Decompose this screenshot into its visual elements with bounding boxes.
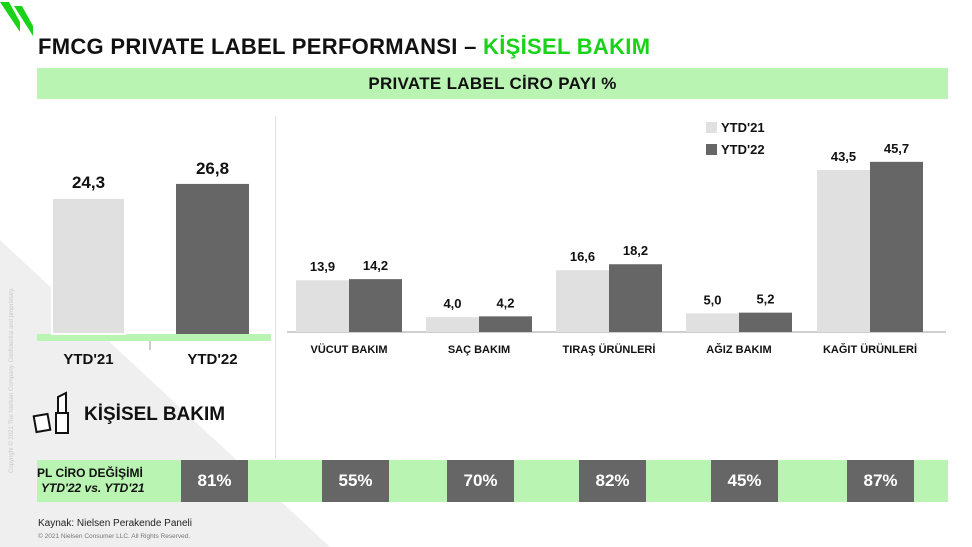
copyright-note: © 2021 Nielsen Consumer LLC. All Rights … xyxy=(38,533,191,540)
change-sublabel: YTD'22 vs. YTD'21 xyxy=(41,481,145,495)
category-value-label-3-1: 5,2 xyxy=(756,292,774,307)
page-title: FMCG PRIVATE LABEL PERFORMANSI – KİŞİSEL… xyxy=(38,34,650,60)
category-label: KİŞİSEL BAKIM xyxy=(84,404,226,425)
chart-divider xyxy=(275,116,276,458)
category-bar-2-1 xyxy=(609,264,662,332)
nielsen-logo xyxy=(0,2,33,36)
change-value-tiras: 82% xyxy=(579,460,646,502)
category-value-label-0-1: 14,2 xyxy=(363,258,388,273)
category-label-3: AĞIZ BAKIM xyxy=(706,343,771,356)
category-value-label-0-0: 13,9 xyxy=(310,259,335,274)
category-label-0: VÜCUT BAKIM xyxy=(311,343,388,356)
vertical-copyright: Copyright © 2021 The Nielsen Company. Co… xyxy=(9,287,15,473)
category-value-label-4-1: 45,7 xyxy=(884,141,909,156)
category-bar-4-1 xyxy=(870,161,923,332)
title-main: FMCG PRIVATE LABEL PERFORMANSI – xyxy=(38,34,484,59)
category-value-label-1-0: 4,0 xyxy=(443,296,461,311)
change-label: PL CİRO DEĞİŞİMİ xyxy=(37,466,143,480)
category-bar-3-1 xyxy=(739,312,792,332)
chart-banner: PRIVATE LABEL CİRO PAYI % xyxy=(37,68,948,99)
category-bar-1-0 xyxy=(426,317,479,332)
total-category-label-1: YTD'22 xyxy=(187,351,237,368)
total-value-label-0: 24,3 xyxy=(72,173,105,192)
category-value-label-4-0: 43,5 xyxy=(831,149,856,164)
legend-label-1: YTD'22 xyxy=(721,142,765,157)
category-value-label-2-1: 18,2 xyxy=(623,243,648,258)
category-bar-2-0 xyxy=(556,270,609,332)
change-value-kagit: 87% xyxy=(847,460,914,502)
change-value-agiz: 45% xyxy=(711,460,778,502)
legend-swatch-1 xyxy=(706,144,717,155)
lipstick-icon xyxy=(32,391,76,444)
total-category-label-0: YTD'21 xyxy=(63,351,113,368)
category-bar-4-0 xyxy=(817,170,870,332)
category-label-1: SAÇ BAKIM xyxy=(448,344,510,356)
category-bar-1-1 xyxy=(479,316,532,332)
category-label-4: KAĞIT ÜRÜNLERİ xyxy=(823,343,917,356)
total-value-label-1: 26,8 xyxy=(196,159,229,178)
category-bar-0-1 xyxy=(349,279,402,332)
change-value-vucut: 55% xyxy=(322,460,389,502)
total-bar-0 xyxy=(51,196,126,335)
category-label-2: TIRAŞ ÜRÜNLERİ xyxy=(563,343,656,356)
source-note: Kaynak: Nielsen Perakende Paneli xyxy=(38,518,192,529)
title-accent: KİŞİSEL BAKIM xyxy=(483,34,651,59)
category-value-label-3-0: 5,0 xyxy=(703,292,721,307)
legend-swatch-0 xyxy=(706,122,717,133)
category-bar-0-0 xyxy=(296,280,349,332)
total-baseline xyxy=(37,334,271,341)
category-bar-3-0 xyxy=(686,313,739,332)
category-value-label-1-1: 4,2 xyxy=(496,295,514,310)
legend-label-0: YTD'21 xyxy=(721,120,765,135)
change-row-label: PL CİRO DEĞİŞİMİ YTD'22 vs. YTD'21 xyxy=(37,466,167,496)
change-value-total: 81% xyxy=(181,460,248,502)
category-value-label-2-0: 16,6 xyxy=(570,249,595,264)
change-value-sac: 70% xyxy=(447,460,514,502)
total-bar-1 xyxy=(176,183,249,334)
banner-text: PRIVATE LABEL CİRO PAYI % xyxy=(368,74,617,93)
